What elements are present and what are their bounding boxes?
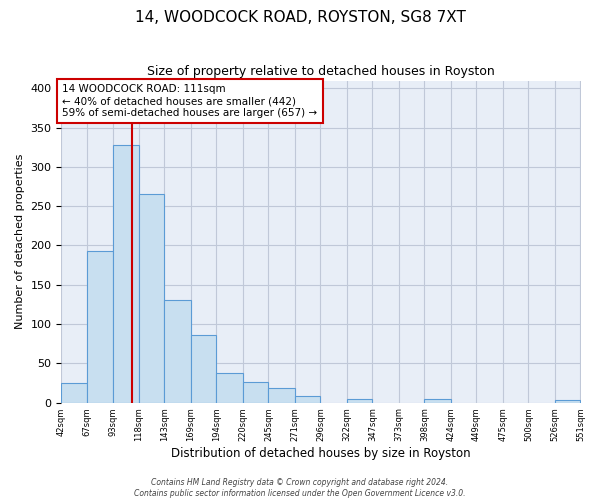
Bar <box>217 372 243 402</box>
Bar <box>61 383 87 402</box>
Text: 14, WOODCOCK ROAD, ROYSTON, SG8 7XT: 14, WOODCOCK ROAD, ROYSTON, SG8 7XT <box>134 10 466 25</box>
Text: Contains HM Land Registry data © Crown copyright and database right 2024.
Contai: Contains HM Land Registry data © Crown c… <box>134 478 466 498</box>
Bar <box>164 300 191 402</box>
X-axis label: Distribution of detached houses by size in Royston: Distribution of detached houses by size … <box>171 447 471 460</box>
Bar <box>555 400 580 402</box>
Y-axis label: Number of detached properties: Number of detached properties <box>15 154 25 330</box>
Text: 14 WOODCOCK ROAD: 111sqm
← 40% of detached houses are smaller (442)
59% of semi-: 14 WOODCOCK ROAD: 111sqm ← 40% of detach… <box>62 84 317 117</box>
Bar <box>424 400 451 402</box>
Bar <box>87 251 113 402</box>
Bar <box>243 382 268 402</box>
Bar <box>191 335 217 402</box>
Bar <box>113 145 139 403</box>
Title: Size of property relative to detached houses in Royston: Size of property relative to detached ho… <box>147 65 495 78</box>
Bar <box>347 400 373 402</box>
Bar <box>295 396 320 402</box>
Bar <box>268 388 295 402</box>
Bar <box>139 194 164 402</box>
